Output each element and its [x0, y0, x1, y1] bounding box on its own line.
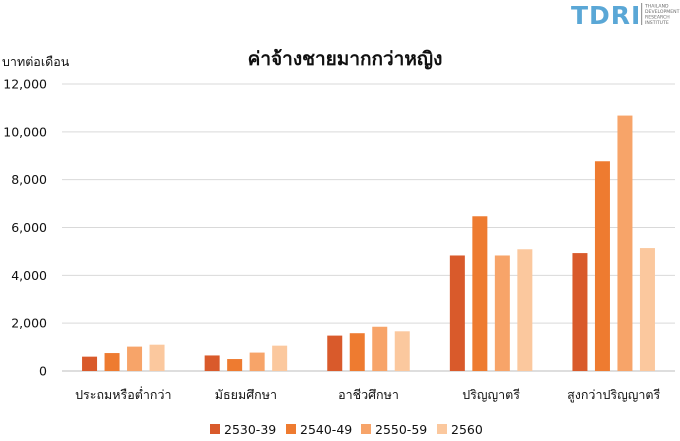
y-tick-label: 6,000 [11, 220, 47, 235]
y-tick-label: 12,000 [3, 77, 47, 92]
category-label: ปริญญาตรี [462, 387, 520, 402]
tdri-logo: TDRI THAILAND DEVELOPMENT RESEARCH INSTI… [571, 1, 680, 30]
legend-swatch [210, 424, 220, 434]
bar [272, 345, 288, 371]
bars [82, 115, 655, 371]
category-label: ประถมหรือต่ำกว่า [75, 386, 171, 402]
gridlines [62, 83, 675, 372]
category-label: อาชีวศึกษา [338, 387, 399, 402]
legend-label: 2540-49 [300, 422, 352, 437]
bar [394, 331, 410, 371]
category-labels: ประถมหรือต่ำกว่า มัธยมศึกษา อาชีวศึกษา ปริญ… [75, 386, 660, 403]
category-label: สูงกว่าปริญญาตรี [567, 387, 660, 403]
y-tick-label: 10,000 [3, 124, 47, 139]
legend-swatch [437, 424, 447, 434]
bar [594, 161, 610, 371]
y-tick-label: 8,000 [11, 172, 47, 187]
bar [517, 249, 533, 371]
y-tick-label: 0 [39, 364, 47, 379]
bar [149, 344, 165, 371]
legend-swatch [286, 424, 296, 434]
bar [494, 255, 510, 371]
chart-title: ค่าจ้างชายมากกว่าหญิง [248, 48, 443, 70]
bar [449, 255, 465, 371]
bar [572, 253, 588, 371]
logo-divider [641, 3, 643, 25]
legend-label: 2550-59 [375, 422, 427, 437]
category-label: มัธยมศึกษา [215, 387, 277, 402]
bar [204, 355, 220, 371]
logo-text: TDRI [571, 1, 641, 30]
bar [639, 248, 655, 371]
bar [127, 346, 143, 371]
legend-swatch [361, 424, 371, 434]
bar [617, 115, 633, 371]
y-tick-labels: 0 2,000 4,000 6,000 8,000 10,000 12,000 [3, 77, 47, 379]
bar [372, 326, 388, 371]
bar [349, 333, 365, 371]
y-axis-label: บาทต่อเดือน [2, 54, 70, 69]
bar [227, 359, 243, 371]
bar [82, 356, 98, 371]
y-tick-label: 2,000 [11, 316, 47, 331]
legend-label: 2560 [451, 422, 483, 437]
bar [472, 216, 488, 371]
logo-subtitle-line: THAILAND [644, 4, 669, 10]
logo-subtitle-line: RESEARCH [645, 15, 670, 21]
logo-subtitle-line: INSTITUTE [645, 20, 669, 26]
bar [327, 335, 343, 371]
bar [249, 352, 265, 371]
y-tick-label: 4,000 [11, 268, 47, 283]
logo-subtitle-line: DEVELOPMENT [645, 9, 680, 15]
legend: 2530-39 2540-49 2550-59 2560 [210, 422, 483, 437]
legend-label: 2530-39 [224, 422, 276, 437]
bar [104, 353, 120, 371]
